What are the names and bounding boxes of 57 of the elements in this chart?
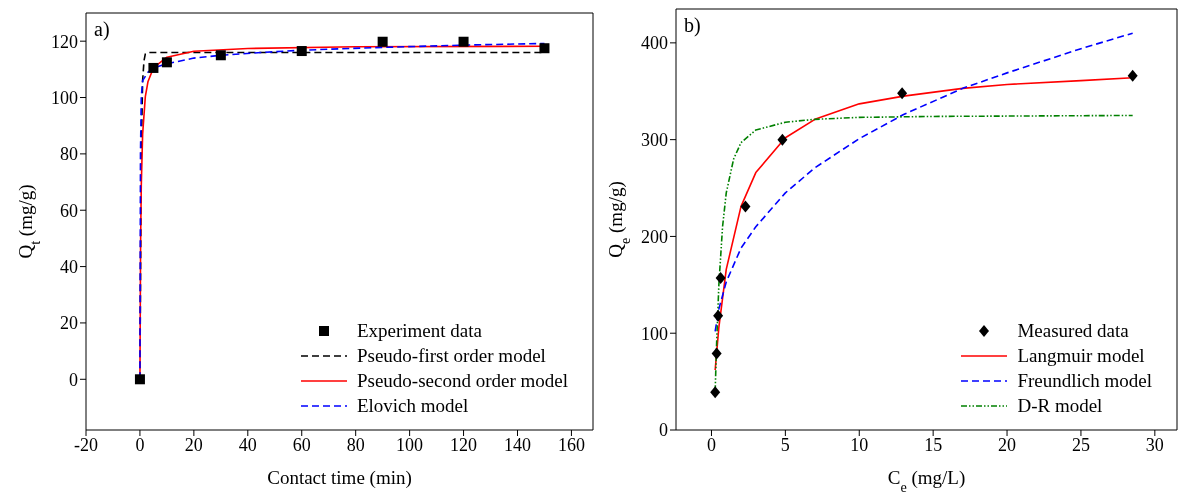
legend-label: D-R model [1017,394,1103,418]
y-tick-label: 120 [51,31,78,52]
x-tick-label: 10 [850,434,869,455]
point [777,133,788,146]
x-tick-label: 0 [706,434,716,455]
x-tick-label: 140 [503,434,531,455]
legend-label: Freundlich model [1017,369,1152,393]
point [148,62,159,73]
y-tick-label: 60 [60,200,78,221]
x-tick-label: 30 [1145,434,1164,455]
x-axis-title: Contact time (min) [267,467,412,489]
y-tick-label: 0 [69,369,78,390]
annotation: a) [94,18,110,41]
y-tick-label: 0 [659,420,668,441]
legend-label: Experiment data [356,319,482,343]
y-tick-label: 40 [60,256,78,277]
x-tick-label: 120 [450,434,478,455]
point [715,272,726,285]
x-tick-label: 100 [396,434,424,455]
x-axis-title: C$_{e}$ (mg/L) [887,467,966,492]
point [711,347,722,360]
y-tick-label: 200 [641,226,668,247]
point [539,43,550,54]
point [740,200,751,213]
y-tick-label: 400 [641,33,668,54]
x-tick-label: 0 [135,434,145,455]
x-tick-label: 15 [924,434,943,455]
point [458,36,469,47]
point [377,36,388,47]
legend-label: Pseudo-first order model [356,344,546,368]
legend-label: Langmuir model [1017,344,1145,368]
y-tick-label: 80 [60,144,78,165]
point [215,50,226,61]
x-tick-label: 160 [557,434,585,455]
point [897,87,908,100]
x-tick-label: 20 [184,434,203,455]
y-tick-label: 100 [51,87,78,108]
x-tick-label: 20 [998,434,1017,455]
x-tick-label: 80 [346,434,365,455]
y-tick-label: 20 [60,313,78,334]
annotation: b) [684,14,701,37]
legend-label: Pseudo-second order model [356,369,568,393]
point [713,309,724,322]
legend-label: Measured data [1017,319,1129,343]
x-tick-label: 40 [238,434,257,455]
y-tick-label: 300 [641,130,668,151]
x-tick-label: 60 [292,434,311,455]
point [710,386,721,399]
x-tick-label: -20 [74,434,98,455]
x-tick-label: 5 [780,434,790,455]
x-tick-label: 25 [1071,434,1090,455]
point [1127,69,1138,82]
y-tick-label: 100 [641,323,668,344]
point [134,374,145,385]
point [296,46,307,57]
legend-label: Elovich model [356,394,469,418]
point [161,57,172,68]
